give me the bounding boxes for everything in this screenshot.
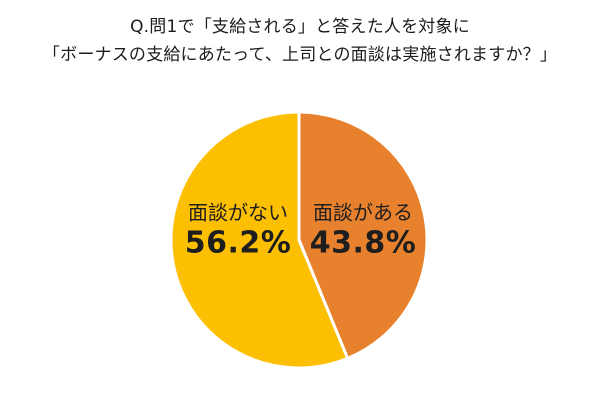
chart-title-line1: Q.問1で「支給される」と答えた人を対象に	[130, 17, 470, 37]
slice-label-has-interview: 面談がある 43.8%	[310, 199, 417, 261]
chart-title-line2: 「ボーナスの支給にあたって、上司との面談は実施されますか？」	[42, 44, 558, 65]
pie-chart	[149, 90, 449, 390]
chart-title: Q.問1で「支給される」と答えた人を対象に 「ボーナスの支給にあたって、上司との…	[0, 14, 600, 69]
slice-name: 面談がある	[312, 200, 413, 225]
slice-name: 面談がない	[187, 200, 288, 225]
pie-svg	[169, 110, 429, 370]
slice-percent: 56.2%	[184, 225, 292, 261]
pie-slice-0	[297, 110, 429, 360]
slice-label-no-interview: 面談がない 56.2%	[185, 199, 292, 261]
slice-percent: 43.8%	[309, 225, 417, 261]
pie-slice-1	[169, 110, 350, 370]
